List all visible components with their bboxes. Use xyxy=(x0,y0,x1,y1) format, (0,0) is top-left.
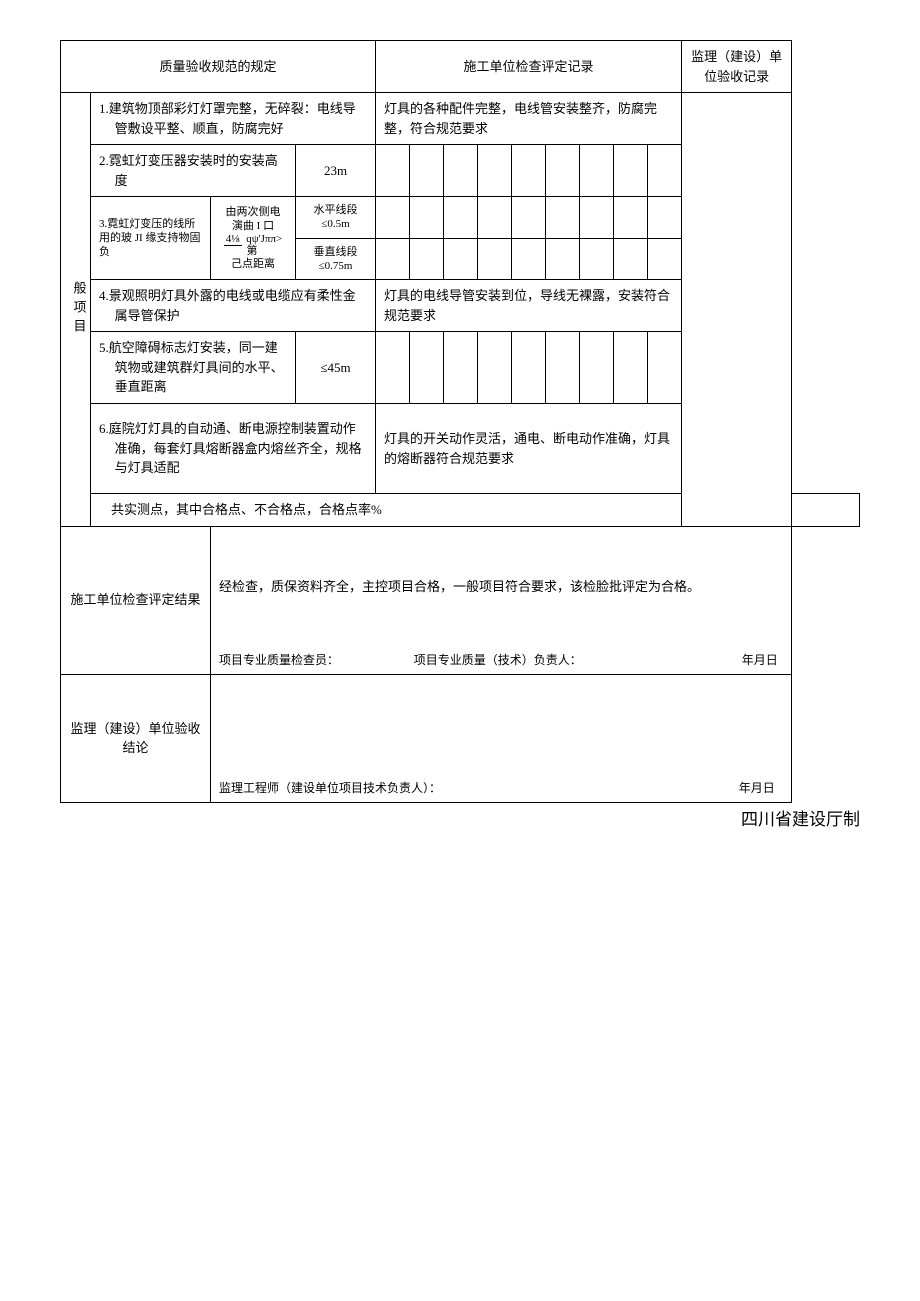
r3a-m5 xyxy=(512,197,546,239)
r5-spec: ≤45m xyxy=(296,332,376,404)
super-result-label: 监理（建设）单位验收结论 xyxy=(61,674,211,802)
r2-m6 xyxy=(546,145,580,197)
r3-desc-right: 由两次侧电 演曲 I 口 4⅛ qψ'Jππ>第 己点距离 xyxy=(211,197,296,280)
header-row: 质量验收规范的规定 施工单位检查评定记录 监理（建设）单位验收记录 xyxy=(61,41,860,93)
category-cell: 般项目 xyxy=(61,93,91,527)
r3a-m7 xyxy=(580,197,614,239)
r2-m3 xyxy=(444,145,478,197)
r3-spec-v: 垂直线段 ≤0.75m xyxy=(296,238,376,280)
r6-desc: 6.庭院灯灯具的自动通、断电源控制装置动作准确，每套灯具熔断器盒内熔丝齐全，规格… xyxy=(91,404,376,494)
constr-result-row: 施工单位检查评定结果 经检查，质保资料齐全，主控项目合格，一般项目符合要求，该检… xyxy=(61,526,860,646)
supervisor-record-blank xyxy=(682,93,792,527)
super-result-row: 监理（建设）单位验收结论 xyxy=(61,674,860,774)
r3-desc-left: 3.霓虹灯变压的线所用的玻 JI 缘支持物固负 xyxy=(91,197,211,280)
provenance: 四川省建设厅制 xyxy=(60,807,860,833)
constr-result-text: 经检查，质保资料齐全，主控项目合格，一般项目符合要求，该检脸批评定为合格。 xyxy=(211,526,792,646)
r5-m2 xyxy=(410,332,444,404)
r2-m9 xyxy=(648,145,682,197)
r5-desc: 5.航空障碍标志灯安装，同一建筑物或建筑群灯具间的水平、垂直距离 xyxy=(91,332,296,404)
r2-m2 xyxy=(410,145,444,197)
category-label: 般项目 xyxy=(69,281,89,338)
r6-record: 灯具的开关动作灵活，通电、断电动作准确，灯具的熔断器符合规范要求 xyxy=(376,404,682,494)
constr-result-label: 施工单位检查评定结果 xyxy=(61,526,211,674)
r5-m9 xyxy=(648,332,682,404)
r3a-m4 xyxy=(478,197,512,239)
r2-desc: 2.霓虹灯变压器安装时的安装高度 xyxy=(91,145,296,197)
r5-m6 xyxy=(546,332,580,404)
constr-sig-left: 项目专业质量检查员： xyxy=(219,651,411,669)
constr-result-sig: 项目专业质量检查员： 项目专业质量（技术）负责人： 年月日 xyxy=(211,646,792,674)
r3b-m5 xyxy=(512,238,546,280)
r5-m4 xyxy=(478,332,512,404)
inspection-form: 质量验收规范的规定 施工单位检查评定记录 监理（建设）单位验收记录 般项目 1.… xyxy=(60,40,860,832)
r2-m7 xyxy=(580,145,614,197)
r5-m7 xyxy=(580,332,614,404)
r2-m4 xyxy=(478,145,512,197)
r3a-m9 xyxy=(648,197,682,239)
r5-m8 xyxy=(614,332,648,404)
r3b-m6 xyxy=(546,238,580,280)
r2-m8 xyxy=(614,145,648,197)
super-result-blank xyxy=(211,674,792,774)
r4-desc: 4.景观照明灯具外露的电线或电缆应有柔性金属导管保护 xyxy=(91,280,376,332)
summary-text: 共实测点，其中合格点、不合格点，合格点率% xyxy=(91,494,860,527)
r3a-m8 xyxy=(614,197,648,239)
r3b-m8 xyxy=(614,238,648,280)
r3b-m4 xyxy=(478,238,512,280)
r3a-m3 xyxy=(444,197,478,239)
summary-row: 共实测点，其中合格点、不合格点，合格点率% xyxy=(61,494,860,527)
r2-m1 xyxy=(376,145,410,197)
r3b-m2 xyxy=(410,238,444,280)
row-1: 般项目 1.建筑物顶部彩灯灯罩完整，无碎裂：电线导管敷设平整、顺直，防腐完好 灯… xyxy=(61,93,860,145)
super-sig-date: 年月日 xyxy=(662,779,775,797)
constr-sig-mid: 项目专业质量（技术）负责人： xyxy=(414,651,662,669)
r3a-m2 xyxy=(410,197,444,239)
r3b-m3 xyxy=(444,238,478,280)
r1-record: 灯具的各种配件完整，电线管安装整齐，防腐完整，符合规范要求 xyxy=(376,93,682,145)
r3b-m9 xyxy=(648,238,682,280)
r3-frac: 4⅛ qψ'Jππ>第 xyxy=(219,233,287,257)
super-sig-left: 监理工程师（建设单位项目技术负责人）： xyxy=(219,779,659,797)
r4-record: 灯具的电线导管安装到位，导线无裸露，安装符合规范要求 xyxy=(376,280,682,332)
r5-m5 xyxy=(512,332,546,404)
main-table: 质量验收规范的规定 施工单位检查评定记录 监理（建设）单位验收记录 般项目 1.… xyxy=(60,40,860,803)
header-col1: 质量验收规范的规定 xyxy=(61,41,376,93)
constr-sig-date: 年月日 xyxy=(665,651,778,669)
r2-spec: 23m xyxy=(296,145,376,197)
r3b-m1 xyxy=(376,238,410,280)
r3-spec-h: 水平线段 ≤0.5m xyxy=(296,197,376,239)
header-col2: 施工单位检查评定记录 xyxy=(376,41,682,93)
r3a-m6 xyxy=(546,197,580,239)
r2-m5 xyxy=(512,145,546,197)
r3b-m7 xyxy=(580,238,614,280)
r3a-m1 xyxy=(376,197,410,239)
r5-m3 xyxy=(444,332,478,404)
r1-desc: 1.建筑物顶部彩灯灯罩完整，无碎裂：电线导管敷设平整、顺直，防腐完好 xyxy=(91,93,376,145)
super-result-sig: 监理工程师（建设单位项目技术负责人）： 年月日 xyxy=(211,774,792,802)
r5-m1 xyxy=(376,332,410,404)
header-col3: 监理（建设）单位验收记录 xyxy=(682,41,792,93)
